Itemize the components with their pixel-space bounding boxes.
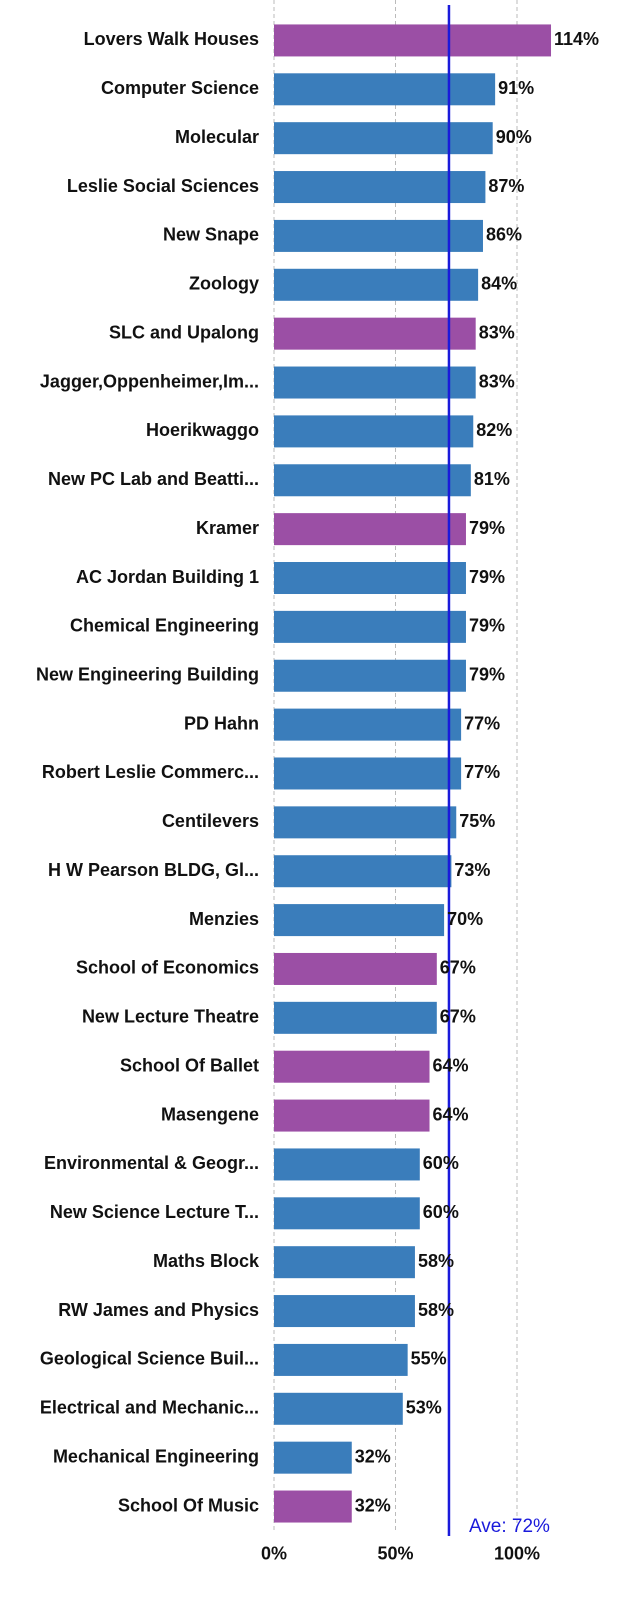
bar [274, 171, 486, 204]
y-tick-label: New Science Lecture T... [50, 1202, 259, 1222]
value-label: 77% [464, 762, 500, 782]
value-label: 58% [418, 1251, 454, 1271]
y-tick-label: School Of Music [118, 1495, 259, 1515]
value-label: 82% [476, 420, 512, 440]
y-tick-label: Chemical Engineering [70, 616, 259, 636]
value-label: 60% [423, 1202, 459, 1222]
y-tick-label: Masengene [161, 1104, 259, 1124]
bar [274, 1001, 437, 1034]
bar [274, 366, 476, 399]
bar [274, 415, 474, 448]
bar [274, 268, 479, 301]
value-label: 79% [469, 567, 505, 587]
value-label: 79% [469, 616, 505, 636]
y-tick-label: Lovers Walk Houses [84, 29, 259, 49]
value-label: 64% [433, 1055, 469, 1075]
y-tick-label: Menzies [189, 909, 259, 929]
bar [274, 904, 445, 937]
bar [274, 855, 452, 888]
bar [274, 659, 466, 692]
value-label: 77% [464, 713, 500, 733]
value-label: 58% [418, 1300, 454, 1320]
x-tick-label: 0% [261, 1544, 287, 1564]
y-tick-label: New Lecture Theatre [82, 1007, 259, 1027]
x-tick-label: 100% [494, 1544, 540, 1564]
y-tick-label: New Engineering Building [36, 664, 259, 684]
bar [274, 1490, 352, 1523]
y-tick-label: SLC and Upalong [109, 322, 259, 342]
bar [274, 73, 496, 106]
value-label: 67% [440, 958, 476, 978]
value-label: 83% [479, 371, 515, 391]
bar [274, 1099, 430, 1132]
value-label: 83% [479, 322, 515, 342]
value-label: 73% [454, 860, 490, 880]
bar [274, 464, 471, 497]
bar [274, 1050, 430, 1083]
value-label: 32% [355, 1446, 391, 1466]
bar [274, 708, 462, 741]
value-label: 70% [447, 909, 483, 929]
bar [274, 1246, 415, 1279]
value-label: 67% [440, 1007, 476, 1027]
bar [274, 317, 476, 350]
y-tick-label: Electrical and Mechanic... [40, 1398, 259, 1418]
value-label: 79% [469, 664, 505, 684]
y-tick-label: Computer Science [101, 78, 259, 98]
bar [274, 1441, 352, 1474]
value-label: 84% [481, 274, 517, 294]
y-tick-label: Centilevers [162, 811, 259, 831]
value-label: 87% [488, 176, 524, 196]
y-tick-label: Mechanical Engineering [53, 1446, 259, 1466]
value-label: 55% [411, 1349, 447, 1369]
y-tick-label: Jagger,Oppenheimer,Im... [40, 371, 259, 391]
bar [274, 806, 457, 839]
y-tick-label: Robert Leslie Commerc... [42, 762, 259, 782]
bar [274, 219, 483, 252]
y-tick-label: Kramer [196, 518, 259, 538]
bar [274, 1148, 420, 1181]
value-label: 75% [459, 811, 495, 831]
bar [274, 610, 466, 643]
y-tick-label: Zoology [189, 274, 259, 294]
bar [274, 513, 466, 546]
value-label: 79% [469, 518, 505, 538]
value-label: 53% [406, 1398, 442, 1418]
y-tick-label: Environmental & Geogr... [44, 1153, 259, 1173]
y-tick-label: New Snape [163, 225, 259, 245]
y-tick-label: Maths Block [153, 1251, 260, 1271]
bar [274, 1295, 415, 1328]
bar [274, 24, 552, 57]
y-tick-label: Leslie Social Sciences [67, 176, 259, 196]
bar [274, 1343, 408, 1376]
y-tick-label: Molecular [175, 127, 259, 147]
bar [274, 1392, 403, 1425]
bar [274, 122, 493, 155]
y-tick-label: RW James and Physics [58, 1300, 259, 1320]
y-tick-label: H W Pearson BLDG, Gl... [48, 860, 259, 880]
value-label: 86% [486, 225, 522, 245]
y-tick-label: School of Economics [76, 958, 259, 978]
y-tick-label: School Of Ballet [120, 1055, 259, 1075]
y-tick-label: PD Hahn [184, 713, 259, 733]
value-label: 81% [474, 469, 510, 489]
bar [274, 562, 466, 595]
bar [274, 952, 437, 985]
value-label: 32% [355, 1495, 391, 1515]
y-tick-label: Geological Science Buil... [40, 1349, 259, 1369]
y-tick-label: AC Jordan Building 1 [76, 567, 259, 587]
value-label: 90% [496, 127, 532, 147]
y-tick-label: Hoerikwaggo [146, 420, 259, 440]
value-label: 64% [433, 1104, 469, 1124]
value-label: 60% [423, 1153, 459, 1173]
value-label: 114% [554, 29, 599, 49]
average-label: Ave: 72% [469, 1516, 550, 1537]
value-label: 91% [498, 78, 534, 98]
x-tick-label: 50% [377, 1544, 413, 1564]
bar [274, 1197, 420, 1230]
bar [274, 757, 462, 790]
y-tick-label: New PC Lab and Beatti... [48, 469, 259, 489]
